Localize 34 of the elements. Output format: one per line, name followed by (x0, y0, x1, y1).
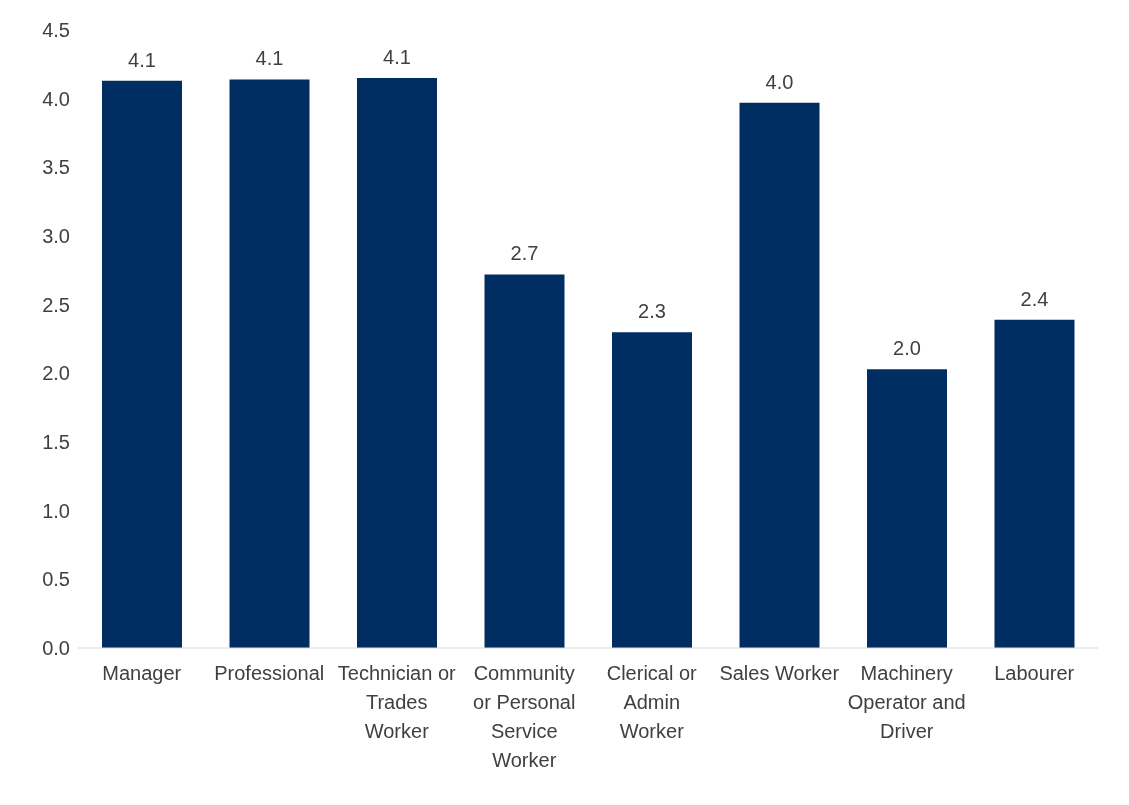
y-tick-label: 3.5 (42, 156, 70, 179)
data-label: 4.1 (383, 46, 411, 69)
bar (867, 369, 947, 648)
x-tick-label: Machinery Operator and Driver (847, 662, 966, 742)
x-tick-label: Sales Worker (719, 662, 840, 684)
x-tick-label: Labourer (994, 662, 1075, 684)
x-tick-label: Community or Personal Service Worker (473, 662, 576, 771)
data-label: 2.3 (638, 300, 666, 323)
y-tick-label: 4.5 (42, 19, 70, 42)
y-tick-label: 1.0 (42, 499, 70, 522)
y-tick-label: 0.5 (42, 568, 70, 591)
data-label: 2.4 (1020, 287, 1049, 310)
data-label: 2.0 (893, 337, 921, 360)
bar (484, 274, 565, 648)
y-tick-label: 0.0 (42, 637, 70, 660)
data-label: 4.1 (128, 48, 156, 71)
y-tick-label: 4.0 (42, 87, 70, 110)
bar (102, 80, 182, 648)
x-tick-label: Clerical or Admin Worker (606, 662, 698, 742)
bar (357, 78, 437, 648)
x-tick-label: Manager (102, 662, 182, 684)
x-tick-label: Professional (214, 662, 325, 684)
bar (739, 102, 820, 648)
bar (229, 79, 310, 648)
data-label: 4.1 (255, 47, 284, 70)
data-label: 4.0 (765, 70, 794, 93)
y-tick-label: 2.5 (42, 293, 70, 316)
bar (612, 332, 692, 648)
data-label: 2.7 (510, 242, 539, 265)
y-tick-label: 1.5 (42, 431, 70, 454)
x-tick-label: Technician or Trades Worker (337, 662, 457, 742)
bar (994, 319, 1075, 648)
y-tick-label: 3.0 (42, 225, 70, 248)
y-tick-label: 2.0 (42, 362, 70, 385)
